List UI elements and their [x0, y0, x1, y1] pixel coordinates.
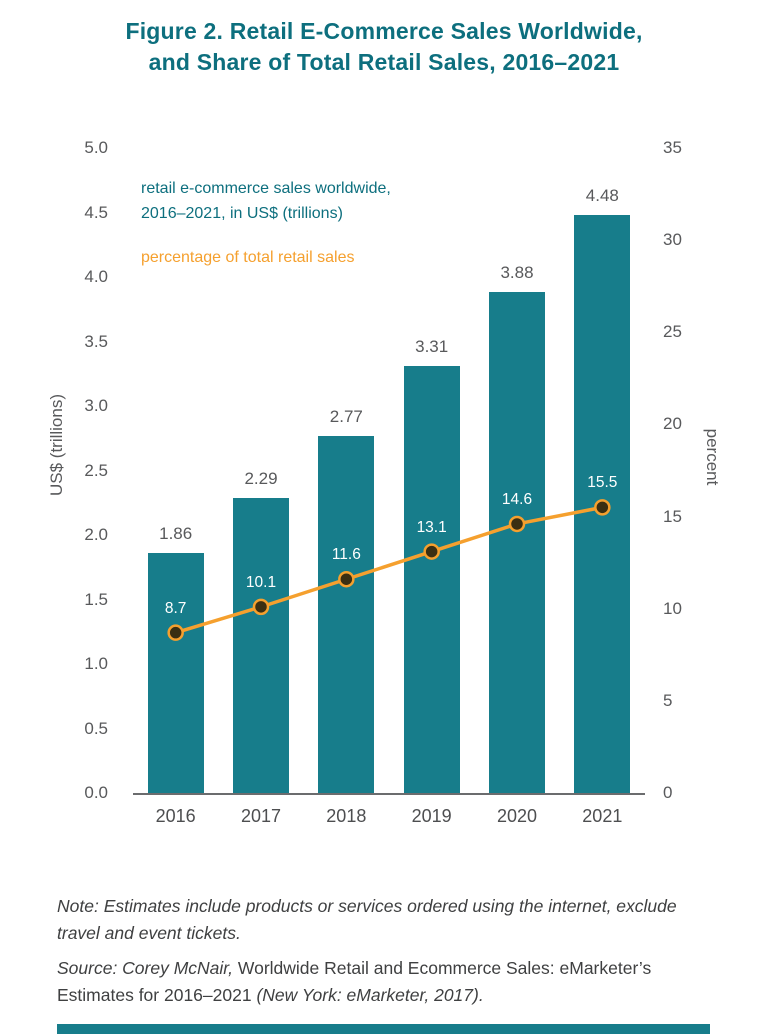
figure-note: Note: Estimates include products or serv…: [57, 896, 677, 943]
line-marker: [423, 543, 440, 560]
y-axis-right-tick-label: 0: [663, 783, 673, 802]
figure-title-line2: and Share of Total Retail Sales, 2016–20…: [148, 49, 620, 75]
y-axis-left-tick-label: 0.5: [84, 718, 108, 738]
figure-source: Source: Corey McNair, Worldwide Retail a…: [57, 955, 715, 1009]
figure-title-line1: Figure 2. Retail E-Commerce Sales Worldw…: [125, 18, 643, 44]
line-marker: [338, 570, 355, 588]
y-axis-left-tick-label: 4.0: [84, 267, 108, 286]
y-axis-right: 35 30 25 20 15 10 5 0: [663, 138, 717, 802]
plot-area: retail e-commerce sales worldwide, 2016–…: [133, 148, 645, 826]
bar-value-label: 2.77: [329, 406, 363, 426]
bar-2019: [403, 366, 460, 793]
y-axis-left-title: US$ (trillions): [47, 393, 66, 497]
line-point-label: 11.6: [331, 546, 361, 564]
y-axis-right-tick-label: 35: [663, 138, 682, 157]
percentage-line: [175, 505, 603, 635]
x-axis-label: 2021: [582, 806, 623, 826]
legend-bar-series-line1: retail e-commerce sales worldwide,: [141, 180, 391, 197]
source-part3: (New York: eMarketer, 2017).: [256, 985, 484, 1005]
y-axis-left-tick-label: 1.5: [84, 589, 108, 609]
y-axis-left-tick-label: 3.5: [84, 331, 108, 351]
bar-2020: [489, 292, 545, 793]
bar-value-label: 3.88: [500, 263, 534, 283]
y-axis-right-tick-label: 15: [663, 506, 682, 526]
source-part1: Source: Corey McNair,: [57, 958, 238, 978]
y-axis-left-tick-label: 2.0: [84, 525, 108, 544]
y-axis-right-tick-label: 10: [663, 598, 682, 618]
y-axis-right-tick-label: 5: [663, 690, 673, 710]
y-axis-left-tick-label: 4.5: [84, 202, 108, 222]
line-marker: [508, 515, 526, 533]
source-part2: Worldwide Retail and Ecommerce Sales: eM…: [57, 958, 652, 1005]
percentage-line-layer: [167, 499, 611, 641]
line-point-label: 14.6: [501, 490, 533, 508]
line-point-label: 15.5: [587, 474, 618, 492]
y-axis-right-tick-label: 20: [663, 414, 682, 434]
legend-line-series: percentage of total retail sales: [141, 249, 355, 266]
bar-value-label: 2.29: [244, 468, 278, 488]
bar-value-label: 4.48: [585, 186, 619, 206]
bar-value-label: 1.86: [159, 524, 193, 544]
figure-title: Figure 2. Retail E-Commerce Sales Worldw…: [0, 16, 768, 78]
line-marker: [167, 624, 184, 641]
y-axis-left-tick-label: 2.5: [84, 460, 108, 480]
line-point-label: 13.1: [416, 518, 447, 536]
y-axis-left-tick-label: 5.0: [84, 138, 108, 157]
y-axis-left-tick-label: 1.0: [84, 654, 108, 673]
x-axis-label: 2020: [496, 806, 538, 826]
x-axis-label: 2018: [326, 806, 367, 826]
x-axis-label: 2017: [240, 806, 282, 826]
line-point-label: 10.1: [245, 573, 277, 591]
bar-2017: [233, 497, 289, 793]
line-marker: [594, 499, 611, 516]
y-axis-right-tick-label: 30: [663, 230, 682, 250]
y-axis-left: 5.0 4.5 4.0 3.5 3.0 2.5 2.0 1.5 1.0 0.5 0.0: [48, 138, 108, 802]
line-point-label: 8.7: [164, 599, 187, 617]
y-axis-right-tick-label: 25: [663, 322, 682, 342]
bar-value-label: 3.31: [415, 337, 449, 356]
footer-band: [57, 1024, 710, 1034]
x-axis-label: 2016: [155, 806, 196, 826]
y-axis-left-tick-label: 0.0: [84, 783, 108, 802]
legend-bar-series-line2: 2016–2021, in US$ (trillions): [141, 205, 343, 222]
y-axis-right-title: percent: [703, 428, 722, 486]
x-axis-label: 2019: [411, 806, 452, 826]
line-marker: [252, 598, 270, 616]
y-axis-left-tick-label: 3.0: [84, 396, 108, 415]
bar-2018: [318, 435, 375, 793]
bar-2016: [147, 553, 204, 793]
